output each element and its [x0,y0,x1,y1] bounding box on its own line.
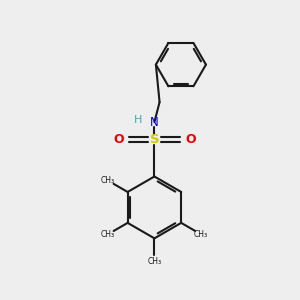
Text: O: O [113,133,124,146]
Text: CH₃: CH₃ [101,230,115,239]
Text: CH₃: CH₃ [194,230,208,239]
Text: CH₃: CH₃ [147,256,161,266]
Text: N: N [150,116,159,128]
Text: O: O [185,133,196,146]
Text: H: H [134,115,142,125]
Text: CH₃: CH₃ [101,176,115,185]
Text: S: S [150,133,159,146]
